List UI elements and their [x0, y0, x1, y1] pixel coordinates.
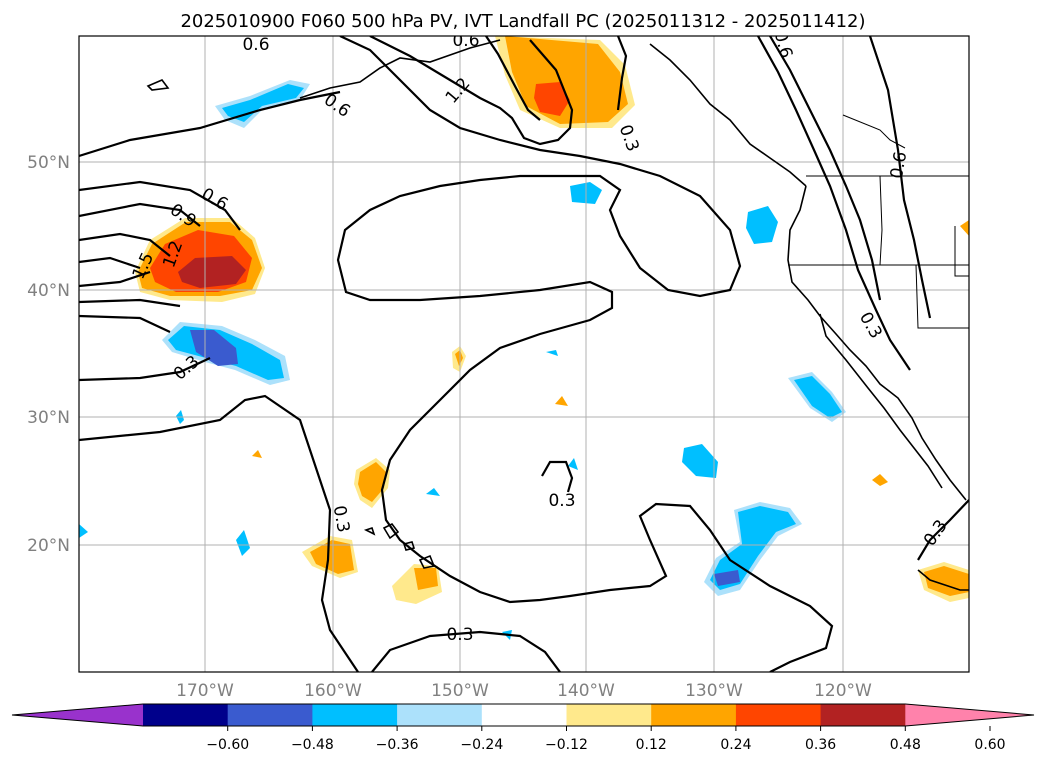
map-title: 2025010900 F060 500 hPa PV, IVT Landfall… — [180, 11, 865, 32]
positive-anomaly-tiny-1 — [555, 396, 568, 406]
contour-label: 0.6 — [242, 35, 269, 55]
negative-anomaly-coast-north — [746, 206, 778, 244]
lon-label: 160°W — [304, 681, 362, 701]
colorbar-tick-label: −0.12 — [545, 737, 588, 753]
colorbar-tick-label: −0.36 — [376, 737, 419, 753]
colorbar-segment — [227, 704, 313, 726]
positive-anomaly-south-hawaii-core — [310, 540, 354, 574]
positive-anomaly-gulf-alaska-max — [534, 82, 570, 116]
lon-label: 140°W — [557, 681, 615, 701]
shaded-anomalies — [79, 36, 969, 640]
negative-anomaly-tiny-4 — [546, 350, 558, 356]
graticule — [79, 36, 969, 672]
positive-anomaly-nw-coast — [960, 220, 969, 236]
lat-label: 30°N — [27, 408, 70, 428]
colorbar-segment — [481, 704, 567, 726]
negative-anomaly-tiny-3 — [426, 488, 440, 496]
colorbar-segment — [735, 704, 822, 726]
longitude-labels: 170°W 160°W 150°W 140°W 130°W 120°W — [176, 681, 872, 701]
positive-anomaly-tiny-2 — [872, 474, 888, 486]
negative-anomaly-baja-core — [794, 376, 842, 418]
colorbar-segment — [312, 704, 398, 726]
lon-label: 120°W — [814, 681, 872, 701]
colorbar-tick-label: −0.48 — [291, 737, 334, 753]
map-frame — [78, 35, 970, 673]
colorbar-tick-label: 0.24 — [720, 737, 751, 753]
colorbar-segment — [143, 704, 229, 726]
colorbar-tick-label: −0.60 — [206, 737, 249, 753]
colorbar-segment — [397, 704, 483, 726]
negative-anomaly-hawaii-east-core — [710, 506, 796, 590]
colorbar-segment — [820, 704, 906, 726]
negative-anomaly-tiny-5 — [568, 458, 578, 470]
lon-label: 130°W — [685, 681, 743, 701]
positive-anomaly-central-small-core — [455, 350, 463, 366]
latitude-labels: 50°N 40°N 30°N 20°N — [27, 153, 70, 556]
colorbar-tick-label: 0.36 — [805, 737, 836, 753]
colorbar-extension-high — [905, 704, 1034, 726]
positive-anomaly-tiny-3 — [252, 450, 262, 458]
political-borders — [788, 114, 969, 329]
lon-label: 170°W — [176, 681, 234, 701]
negative-anomaly-tiny-2 — [236, 530, 250, 556]
lat-label: 20°N — [27, 536, 70, 556]
positive-anomaly-west-maroon — [178, 256, 246, 288]
contour-label: 0.6 — [887, 150, 911, 180]
contour-label: 0.3 — [446, 625, 473, 645]
colorbar-outline — [11, 703, 1035, 727]
colorbar-tick-label: −0.24 — [460, 737, 503, 753]
colorbar-extension-low — [12, 704, 143, 726]
lat-label: 50°N — [27, 153, 70, 173]
pv-contours — [79, 36, 969, 672]
negative-anomaly-hawaii-east-deep — [714, 570, 740, 586]
lon-label: 150°W — [431, 681, 489, 701]
colorbar-tick-label: 0.60 — [974, 737, 1005, 753]
colorbar-tick-label: 0.12 — [636, 737, 667, 753]
colorbar-segment — [651, 704, 737, 726]
lat-label: 40°N — [27, 281, 70, 301]
negative-anomaly-west-deep — [190, 330, 238, 366]
contour-label: 0.3 — [329, 504, 353, 534]
colorbar: −0.60 −0.48 −0.36 −0.24 −0.12 0.12 0.24 0.36 0.4… — [11, 703, 1035, 753]
contour-label: 0.6 — [452, 31, 479, 51]
negative-anomaly-tiny-7 — [79, 524, 88, 538]
negative-anomaly-aleutian-core — [222, 84, 304, 122]
positive-anomaly-south-hawaii-2-core — [414, 568, 438, 590]
colorbar-segment — [566, 704, 652, 726]
negative-anomaly-east-mid — [682, 444, 718, 478]
contour-label: 0.3 — [548, 491, 575, 511]
map-area: 0.6 0.6 1.2 0.6 0.3 0.6 0.9 1.2 1.5 0.3 … — [79, 31, 969, 672]
colorbar-tick-label: 0.48 — [890, 737, 921, 753]
positive-anomaly-south-west-core — [358, 462, 386, 502]
